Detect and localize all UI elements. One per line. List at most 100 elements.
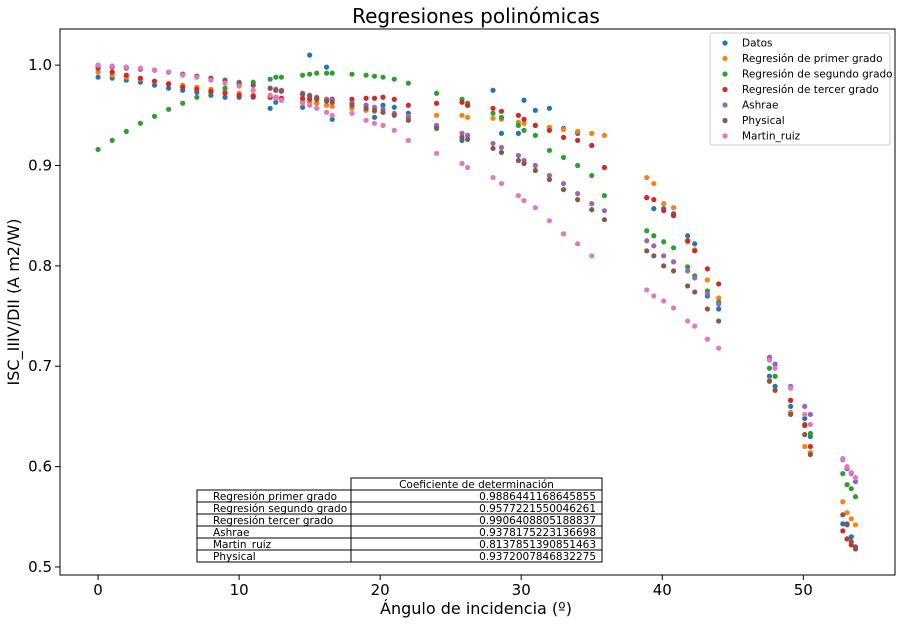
data-point: [459, 112, 465, 118]
data-point: [716, 281, 722, 287]
data-point: [490, 174, 496, 181]
data-point: [515, 152, 522, 159]
data-point: [692, 275, 698, 281]
data-point: [273, 87, 279, 93]
data-point: [180, 84, 186, 90]
data-point: [515, 112, 522, 118]
data-point: [433, 90, 440, 96]
data-point: [222, 90, 228, 96]
legend-marker: [722, 40, 728, 46]
data-point: [844, 522, 850, 528]
data-point: [575, 241, 581, 247]
data-point: [490, 115, 496, 121]
data-point: [807, 451, 813, 458]
data-point: [661, 208, 667, 214]
data-point: [222, 85, 228, 91]
data-point: [589, 172, 595, 179]
data-point: [95, 62, 101, 68]
data-point: [323, 70, 330, 76]
table-row-label: Regresión primer grado: [213, 491, 337, 503]
data-point: [498, 108, 505, 114]
data-point: [766, 378, 773, 384]
legend-marker: [722, 117, 728, 124]
data-point: [433, 100, 440, 106]
data-point: [852, 475, 859, 481]
plot-area: [59, 28, 896, 576]
x-tick-label: 40: [653, 581, 672, 599]
legend-entry: Martin_ruiz: [742, 131, 801, 143]
data-point: [363, 105, 369, 111]
data-point: [405, 137, 411, 144]
table-row-label: Physical: [213, 551, 256, 563]
data-point: [716, 306, 722, 312]
data-point: [349, 96, 355, 102]
data-point: [840, 471, 846, 477]
data-point: [589, 130, 595, 136]
data-point: [515, 157, 522, 164]
data-point: [323, 109, 330, 115]
data-point: [498, 149, 505, 156]
data-point: [661, 263, 667, 269]
data-point: [802, 443, 808, 450]
data-point: [137, 65, 143, 71]
data-point: [644, 228, 650, 234]
data-point: [459, 130, 465, 136]
data-point: [267, 92, 273, 98]
x-tick-label: 20: [371, 581, 390, 599]
data-point: [644, 238, 650, 244]
data-point: [644, 287, 650, 293]
data-point: [670, 268, 677, 274]
data-point: [766, 357, 773, 363]
data-point: [788, 403, 794, 409]
y-tick-label: 0.7: [28, 357, 52, 375]
data-point: [521, 198, 527, 204]
data-point: [840, 528, 846, 534]
data-point: [380, 102, 386, 108]
data-point: [166, 81, 172, 87]
table-value-cell: [350, 549, 603, 563]
data-point: [546, 127, 553, 133]
data-point: [363, 117, 369, 123]
data-point: [560, 186, 567, 193]
data-point: [194, 74, 200, 80]
data-point: [661, 253, 667, 259]
data-point: [575, 191, 581, 197]
y-tick-label: 1.0: [28, 56, 52, 74]
table-row-value: 0.9372007846832275: [479, 551, 596, 563]
series-3: [95, 70, 859, 500]
data-point: [465, 102, 471, 108]
data-point: [323, 98, 330, 104]
data-point: [323, 102, 330, 108]
data-point: [772, 361, 778, 367]
data-point: [807, 411, 813, 418]
data-point: [560, 180, 567, 187]
data-point: [772, 365, 778, 371]
data-point: [546, 147, 553, 154]
data-point: [459, 99, 465, 105]
data-point: [405, 117, 411, 123]
data-point: [532, 205, 538, 211]
data-point: [329, 103, 335, 109]
data-point: [349, 71, 355, 77]
data-point: [716, 318, 722, 324]
table-row-value: 0.9886441168645855: [479, 491, 596, 503]
data-point: [802, 422, 808, 429]
legend-marker: [722, 133, 728, 139]
x-axis-label: Ángulo de incidencia (º): [380, 599, 572, 618]
data-point: [532, 132, 538, 138]
data-point: [546, 176, 553, 183]
legend-entry: Regresión de primer grado: [742, 53, 883, 65]
table-row-label: Martin_ruiz: [213, 539, 272, 551]
data-point: [692, 289, 698, 295]
data-point: [802, 411, 808, 418]
data-point: [391, 127, 397, 133]
legend-entry: Regresión de tercer grado: [742, 84, 879, 96]
data-point: [521, 116, 527, 122]
data-point: [314, 95, 320, 101]
data-point: [465, 114, 471, 120]
data-point: [490, 110, 496, 116]
data-point: [236, 83, 242, 89]
data-point: [840, 521, 846, 527]
data-point: [848, 516, 854, 522]
data-point: [314, 105, 320, 111]
